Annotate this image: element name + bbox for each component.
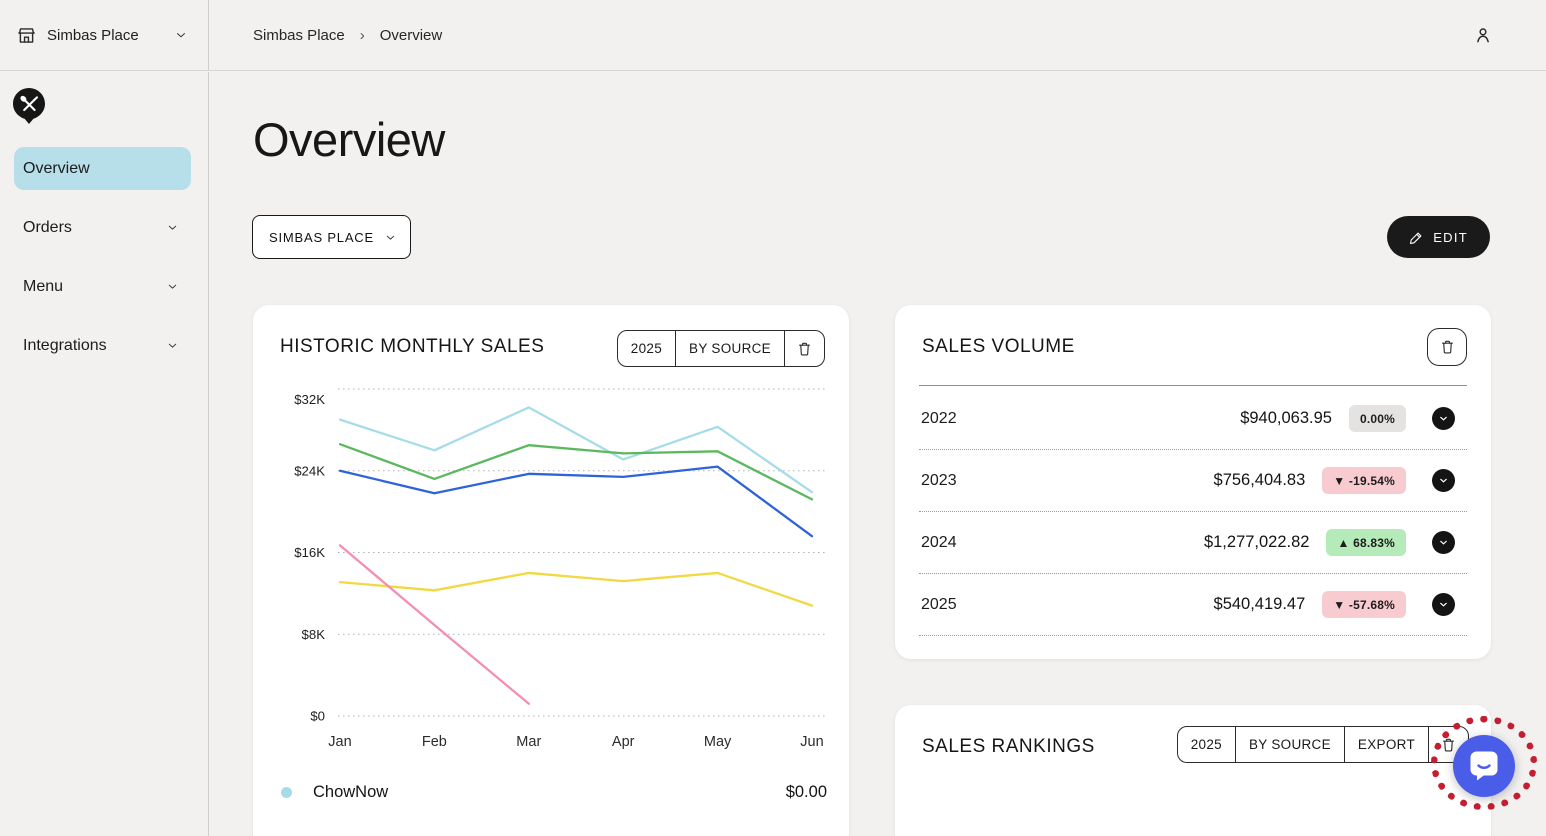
historic-card-title: HISTORIC MONTHLY SALES (280, 336, 544, 358)
chat-launcher-button[interactable] (1453, 735, 1515, 797)
expand-row-button[interactable] (1432, 593, 1455, 616)
row-year: 2024 (921, 534, 957, 552)
svg-text:Apr: Apr (612, 734, 635, 750)
breadcrumb-separator: › (360, 27, 365, 44)
chevron-down-icon (166, 221, 179, 234)
sidebar-item-orders[interactable]: Orders (14, 206, 191, 249)
edit-button[interactable]: EDIT (1387, 216, 1490, 258)
historic-monthly-sales-card: HISTORIC MONTHLY SALES 2025 BY SOURCE $0… (253, 305, 849, 836)
change-badge: 0.00% (1349, 405, 1406, 432)
svg-text:$16K: $16K (294, 545, 325, 560)
svg-text:May: May (704, 734, 732, 750)
workspace-name: Simbas Place (47, 27, 139, 44)
row-year: 2025 (921, 596, 957, 614)
sales-rankings-card: SALES RANKINGS 2025 BY SOURCE EXPORT (895, 705, 1491, 836)
chevron-down-icon (174, 28, 188, 42)
topbar: Simbas Place Simbas Place › Overview (0, 0, 1546, 71)
year-filter-button[interactable]: 2025 (1178, 727, 1235, 762)
chevron-down-icon (1438, 537, 1449, 548)
chevron-down-icon (166, 280, 179, 293)
sales-volume-row-2024: 2024 $1,277,022.82 ▲ 68.83% (919, 512, 1467, 574)
chevron-down-icon (1438, 413, 1449, 424)
pencil-icon (1409, 230, 1424, 245)
svg-text:$0: $0 (310, 709, 325, 724)
user-menu-button[interactable] (1472, 24, 1494, 46)
svg-text:$8K: $8K (302, 627, 326, 642)
delete-widget-button[interactable] (1427, 328, 1467, 366)
breadcrumb-item-current: Overview (380, 27, 443, 44)
legend-label: ChowNow (313, 783, 388, 802)
trash-icon (1440, 736, 1457, 754)
sidebar: Overview Orders Menu Integrations (0, 72, 209, 836)
historic-sales-chart: $0 $8K $16K $24K $32K Jan Feb Mar Apr May Jun (265, 377, 835, 757)
sales-volume-row-2022: 2022 $940,063.95 0.00% (919, 388, 1467, 450)
expand-row-button[interactable] (1432, 531, 1455, 554)
rankings-card-controls: 2025 BY SOURCE EXPORT (1177, 726, 1469, 763)
sales-volume-row-2025: 2025 $540,419.47 ▼ -57.68% (919, 574, 1467, 636)
row-amount: $756,404.83 (1214, 471, 1306, 490)
change-badge: ▼ -19.54% (1322, 467, 1406, 494)
sales-rankings-title: SALES RANKINGS (922, 736, 1095, 758)
sidebar-item-label: Menu (23, 278, 63, 296)
chevron-down-icon (166, 339, 179, 352)
legend-item-chownow[interactable]: ChowNow $0.00 (281, 783, 827, 802)
row-year: 2023 (921, 472, 957, 490)
sidebar-item-integrations[interactable]: Integrations (14, 324, 191, 367)
sidebar-item-label: Orders (23, 219, 72, 237)
series-color-dot (281, 787, 292, 798)
sales-volume-title: SALES VOLUME (922, 336, 1075, 358)
year-filter-button[interactable]: 2025 (618, 331, 675, 366)
sidebar-item-overview[interactable]: Overview (14, 147, 191, 190)
page-title: Overview (253, 114, 445, 166)
legend-value: $0.00 (786, 783, 827, 802)
chevron-down-icon (384, 231, 397, 244)
sales-volume-row-2023: 2023 $756,404.83 ▼ -19.54% (919, 450, 1467, 512)
breadcrumb-item-workspace[interactable]: Simbas Place (253, 27, 345, 44)
change-badge: ▼ -57.68% (1322, 591, 1406, 618)
storefront-icon (16, 25, 37, 46)
sales-volume-rows: 2022 $940,063.95 0.00% 2023 $756,404.83 … (919, 388, 1467, 636)
chat-bubble-icon (1468, 749, 1500, 783)
by-source-filter-button[interactable]: BY SOURCE (1235, 727, 1344, 762)
svg-text:Jun: Jun (800, 734, 823, 750)
app-logo[interactable] (12, 87, 46, 125)
export-button[interactable]: EXPORT (1344, 727, 1428, 762)
svg-text:Mar: Mar (516, 734, 541, 750)
location-selector-label: SIMBAS PLACE (269, 230, 374, 245)
sidebar-item-label: Overview (23, 160, 90, 178)
trash-icon (1439, 338, 1456, 356)
trash-icon (796, 340, 813, 358)
svg-text:$24K: $24K (294, 463, 325, 478)
breadcrumb: Simbas Place › Overview (253, 0, 442, 70)
historic-card-controls: 2025 BY SOURCE (617, 330, 825, 367)
sidebar-nav: Overview Orders Menu Integrations (0, 147, 208, 383)
row-amount: $540,419.47 (1214, 595, 1306, 614)
svg-text:Feb: Feb (422, 734, 447, 750)
chevron-down-icon (1438, 475, 1449, 486)
expand-row-button[interactable] (1432, 407, 1455, 430)
change-badge: ▲ 68.83% (1326, 529, 1406, 556)
row-year: 2022 (921, 410, 957, 428)
svg-text:$32K: $32K (294, 392, 325, 407)
edit-button-label: EDIT (1433, 230, 1468, 245)
sales-volume-card: SALES VOLUME 2022 $940,063.95 0.00% 2023… (895, 305, 1491, 659)
sidebar-item-menu[interactable]: Menu (14, 265, 191, 308)
chevron-down-icon (1438, 599, 1449, 610)
row-amount: $940,063.95 (1240, 409, 1332, 428)
svg-text:Jan: Jan (328, 734, 351, 750)
header-divider (919, 385, 1467, 386)
workspace-switcher[interactable]: Simbas Place (0, 0, 209, 70)
delete-widget-button[interactable] (784, 331, 824, 366)
main-content: Overview SIMBAS PLACE EDIT HISTORIC MONT… (210, 72, 1546, 836)
row-amount: $1,277,022.82 (1204, 533, 1310, 552)
expand-row-button[interactable] (1432, 469, 1455, 492)
sidebar-item-label: Integrations (23, 337, 107, 355)
by-source-filter-button[interactable]: BY SOURCE (675, 331, 784, 366)
location-selector[interactable]: SIMBAS PLACE (252, 215, 411, 259)
